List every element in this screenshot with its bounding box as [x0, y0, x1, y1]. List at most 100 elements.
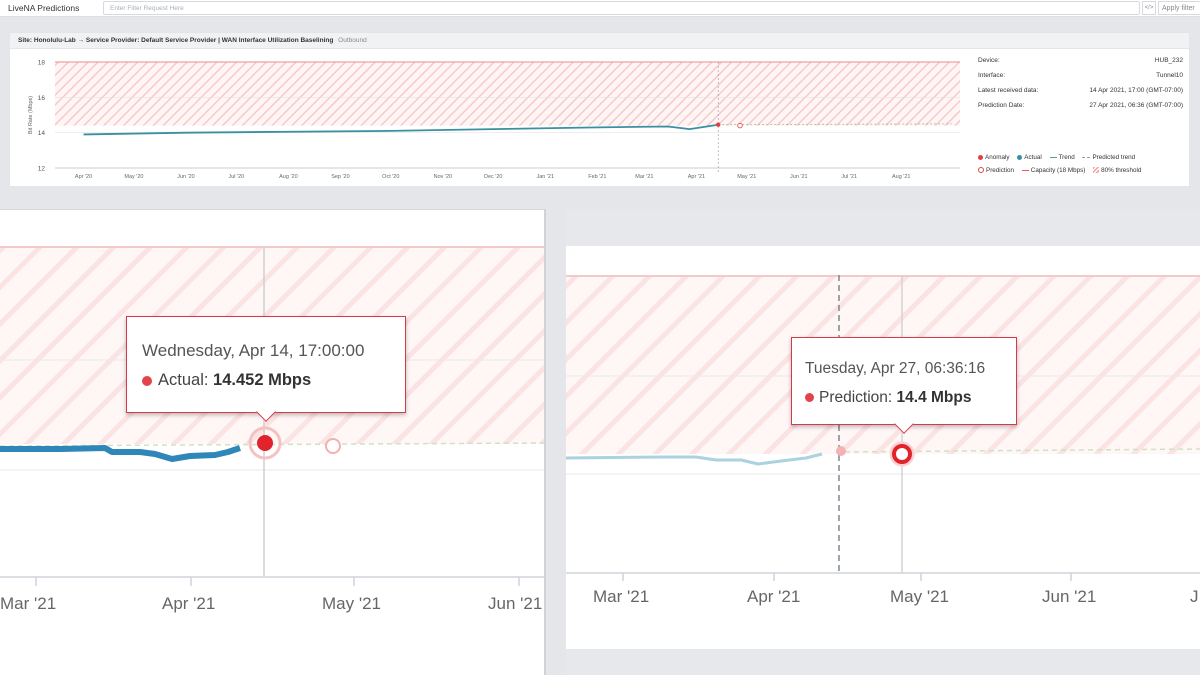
direction-label: Outbound	[338, 37, 367, 44]
info-block: Device: HUB_232 Interface: Tunnel10 Late…	[978, 57, 1183, 117]
legend-actual[interactable]: Actual	[1017, 154, 1042, 161]
prediction-panel: Site: Honolulu-Lab → Service Provider: D…	[9, 32, 1190, 187]
prediction-point-halo	[889, 441, 915, 467]
tooltip-series-name: Actual:	[158, 371, 209, 389]
prediction-ring-icon	[978, 167, 984, 174]
x-tick-label: Sep '20	[331, 174, 349, 180]
predicted-trend-line	[835, 448, 1200, 453]
x-tick-label: May '21	[890, 587, 949, 606]
prediction-point[interactable]	[325, 438, 341, 454]
y-tick-label: 12	[38, 166, 46, 173]
zoom-panel-prediction: Mar '21 Apr '21 May '21 Jun '21 J Tuesda…	[566, 209, 1200, 675]
series-dot-icon	[805, 393, 814, 403]
actual-point-halo	[248, 426, 282, 460]
legend-anomaly[interactable]: Anomaly	[978, 154, 1010, 161]
anomaly-dot-icon	[978, 154, 983, 160]
actual-series-line	[0, 445, 241, 462]
info-key: Device:	[978, 57, 1000, 64]
actual-series-line	[83, 123, 719, 136]
x-tick-label: Jun '21	[790, 174, 808, 180]
x-tick-label: Nov '20	[434, 174, 452, 180]
tooltip-value: 14.4 Mbps	[896, 389, 972, 406]
x-tick-label: Jan '21	[536, 174, 554, 180]
info-row-interface: Interface: Tunnel10	[978, 72, 1183, 87]
zoom-chart-prediction[interactable]	[566, 209, 1200, 675]
x-tick-label: Apr '21	[162, 594, 216, 613]
legend-label: Capacity (18 Mbps)	[1030, 167, 1086, 174]
x-tick-label: Mar '21	[635, 174, 653, 180]
prediction-point	[737, 122, 743, 129]
x-tick-label: May '21	[322, 594, 381, 613]
code-view-icon[interactable]: </>	[1142, 1, 1156, 15]
x-tick-label: Jun '21	[1042, 587, 1097, 606]
legend-label: Predicted trend	[1092, 154, 1136, 161]
legend-label: 80% threshold	[1101, 167, 1142, 174]
x-tick-label: Aug '20	[279, 174, 297, 180]
zoom-panel-actual: Mar '21 Apr '21 May '21 Jun '21 Wednesda…	[0, 209, 546, 675]
tooltip-timestamp: Tuesday, Apr 27, 06:36:16	[805, 360, 986, 377]
apply-filter-button[interactable]: Apply filter	[1158, 1, 1200, 15]
info-value: HUB_232	[1154, 57, 1183, 64]
tooltip-actual: Wednesday, Apr 14, 17:00:00 Actual: 14.4…	[126, 316, 406, 422]
predicted-trend-dash-icon	[1082, 156, 1091, 158]
panel-header: Site: Honolulu-Lab → Service Provider: D…	[10, 33, 1189, 49]
info-row-prediction-date: Prediction Date: 27 Apr 2021, 06:36 (GMT…	[978, 102, 1183, 117]
x-tick-label: Feb '21	[588, 174, 606, 180]
x-tick-label: Jul '21	[841, 174, 857, 180]
trend-line-icon	[1049, 156, 1057, 159]
x-tick-label: May '21	[737, 174, 756, 180]
y-axis-label: Bit Rate (Mbps)	[28, 96, 34, 134]
info-row-latest-data: Latest received data: 14 Apr 2021, 17:00…	[978, 87, 1183, 102]
x-tick-label: Apr '20	[75, 174, 92, 180]
y-tick-label: 16	[38, 95, 46, 102]
threshold-band	[55, 62, 960, 126]
x-tick-label: Apr '21	[747, 587, 801, 606]
tooltip-series-name: Prediction:	[819, 389, 893, 406]
y-tick-label: 18	[38, 60, 46, 67]
predicted-trend-line	[718, 123, 952, 126]
prediction-point[interactable]	[892, 444, 912, 464]
legend-label: Trend	[1058, 154, 1075, 161]
legend-predicted-trend[interactable]: Predicted trend	[1082, 154, 1135, 161]
actual-point[interactable]	[257, 435, 273, 451]
legend-trend[interactable]: Trend	[1049, 154, 1075, 161]
utilization-chart[interactable]: 12 14 16 18 Bit Rate (Mbps) Apr '20 May '20 Jun…	[10, 50, 970, 187]
info-value: 27 Apr 2021, 06:36 (GMT-07:00)	[1089, 102, 1183, 109]
legend-prediction[interactable]: Prediction	[978, 167, 1014, 174]
capacity-line-icon	[1021, 169, 1029, 172]
x-tick-label: Jun '20	[177, 174, 195, 180]
info-value: 14 Apr 2021, 17:00 (GMT-07:00)	[1089, 87, 1183, 94]
legend-label: Actual	[1024, 154, 1042, 161]
info-key: Prediction Date:	[978, 102, 1025, 109]
filter-input[interactable]	[103, 1, 1140, 15]
threshold-hatch-icon	[1093, 167, 1100, 174]
tooltip-value-row: Prediction: 14.4 Mbps	[805, 389, 972, 407]
x-tick-label: Apr '21	[688, 174, 705, 180]
x-tick-label: Jun '21	[488, 594, 543, 613]
zoom-chart-actual[interactable]	[0, 210, 546, 675]
x-tick-label: May '20	[124, 174, 143, 180]
info-value: Tunnel10	[1156, 72, 1183, 79]
app-title: LiveNA Predictions	[8, 3, 80, 13]
site-breadcrumb: Site: Honolulu-Lab → Service Provider: D…	[18, 37, 334, 44]
x-tick-label: Aug '21	[892, 174, 910, 180]
legend-threshold[interactable]: 80% threshold	[1093, 167, 1141, 174]
actual-dot-icon	[1017, 154, 1023, 160]
info-key: Interface:	[978, 72, 1006, 79]
info-key: Latest received data:	[978, 87, 1039, 94]
actual-point	[716, 122, 721, 127]
actual-series-line	[566, 452, 823, 466]
x-tick-label: Dec '20	[484, 174, 502, 180]
x-tick-label: J	[1190, 587, 1199, 606]
legend-capacity[interactable]: Capacity (18 Mbps)	[1021, 167, 1086, 174]
legend-label: Anomaly	[985, 154, 1010, 161]
y-tick-label: 14	[38, 130, 46, 137]
tooltip-value: 14.452 Mbps	[213, 371, 312, 389]
x-tick-label: Jul '20	[228, 174, 244, 180]
info-row-device: Device: HUB_232	[978, 57, 1183, 72]
actual-point[interactable]	[836, 446, 846, 456]
x-tick-label: Mar '21	[593, 587, 650, 606]
tooltip-value-row: Actual: 14.452 Mbps	[142, 371, 311, 390]
tooltip-prediction: Tuesday, Apr 27, 06:36:16 Prediction: 14…	[791, 337, 1017, 434]
top-bar: LiveNA Predictions </> Apply filter	[0, 0, 1200, 17]
